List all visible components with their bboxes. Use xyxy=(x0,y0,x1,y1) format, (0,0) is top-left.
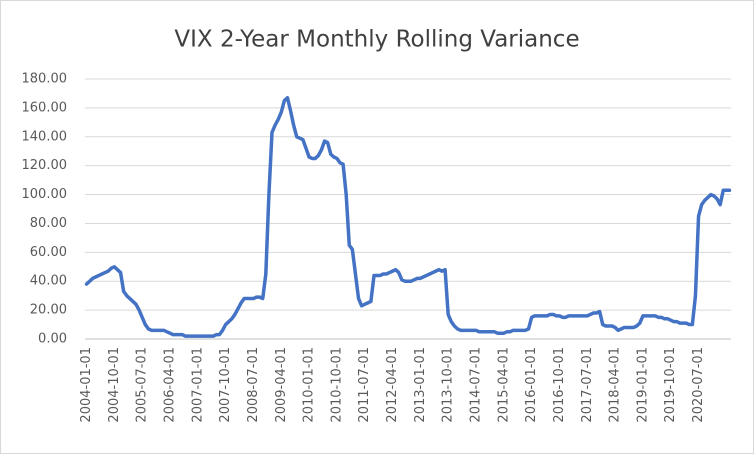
x-tick-label: 2012-04-01 xyxy=(385,347,400,423)
y-tick-label: 100.00 xyxy=(22,187,68,202)
y-tick-label: 140.00 xyxy=(22,129,68,144)
x-tick-label: 2011-07-01 xyxy=(357,347,372,423)
data-line xyxy=(84,96,732,338)
x-tick-label: 2010-01-01 xyxy=(302,347,317,423)
y-tick-label: 120.00 xyxy=(22,158,68,173)
x-tick-label: 2014-07-01 xyxy=(469,347,484,423)
y-tick-label: 60.00 xyxy=(30,245,67,260)
x-tick-label: 2013-10-01 xyxy=(441,347,456,423)
x-tick-label: 2016-01-01 xyxy=(524,347,539,423)
x-tick-label: 2006-04-01 xyxy=(163,347,178,423)
x-tick-label: 2005-07-01 xyxy=(135,347,150,423)
x-tick-label: 2009-04-01 xyxy=(274,347,289,423)
x-tick-label: 2008-07-01 xyxy=(246,347,261,423)
x-tick-label: 2019-10-01 xyxy=(663,347,678,423)
x-tick-label: 2004-01-01 xyxy=(79,347,94,423)
x-tick-label: 2015-04-01 xyxy=(496,347,511,423)
x-tick-label: 2007-01-01 xyxy=(190,347,205,423)
x-tick-label: 2016-10-01 xyxy=(552,347,567,423)
x-tick-label: 2017-07-01 xyxy=(580,347,595,423)
x-tick-label: 2019-01-01 xyxy=(635,347,650,423)
y-tick-label: 20.00 xyxy=(30,303,67,318)
y-tick-label: 0.00 xyxy=(38,332,67,347)
x-tick-label: 2010-10-01 xyxy=(329,347,344,423)
x-tick-label: 2020-07-01 xyxy=(691,347,706,423)
x-tick-label: 2004-10-01 xyxy=(107,347,122,423)
y-tick-label: 40.00 xyxy=(30,274,67,289)
x-tick-label: 2018-04-01 xyxy=(608,347,623,423)
y-tick-label: 180.00 xyxy=(22,72,68,87)
x-tick-label: 2007-10-01 xyxy=(218,347,233,423)
y-tick-label: 160.00 xyxy=(22,100,68,115)
x-tick-label: 2013-01-01 xyxy=(413,347,428,423)
y-tick-label: 80.00 xyxy=(30,216,67,231)
chart-title: VIX 2-Year Monthly Rolling Variance xyxy=(174,27,579,53)
